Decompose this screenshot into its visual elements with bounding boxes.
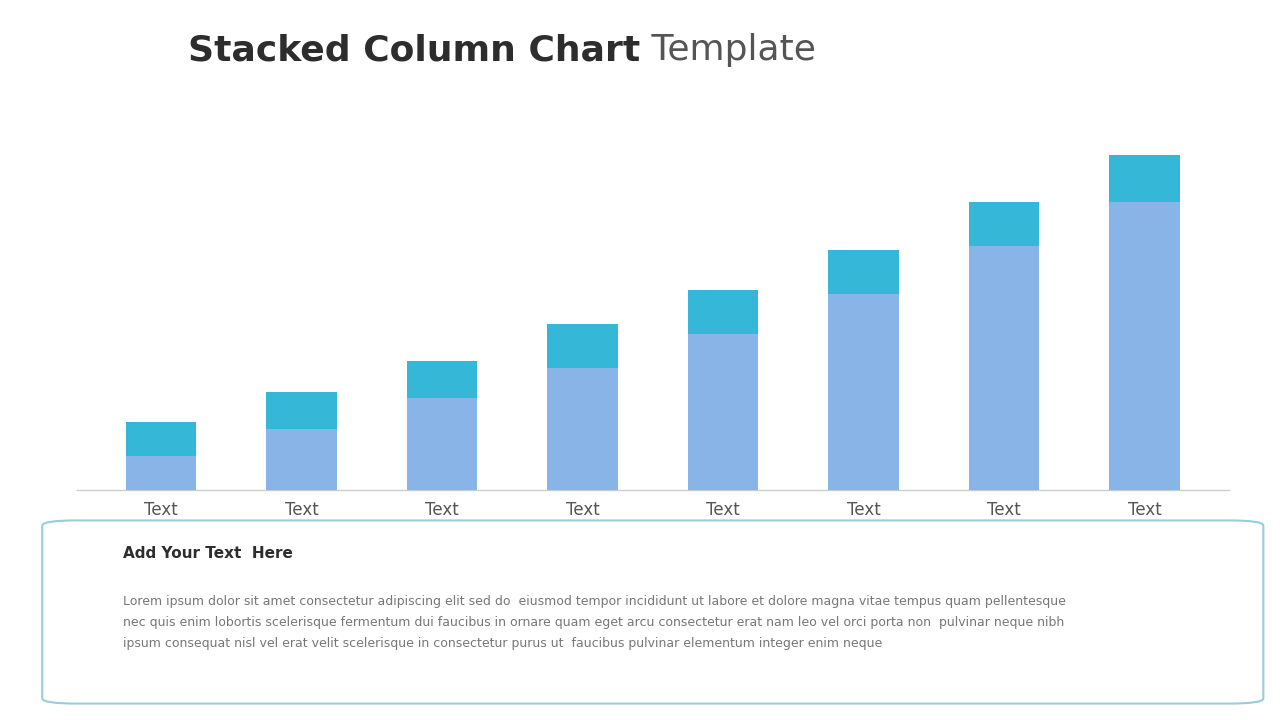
Bar	[969, 246, 1039, 490]
Bar	[687, 290, 758, 334]
Bar	[1110, 155, 1180, 202]
Bar	[407, 361, 477, 398]
Bar	[548, 368, 618, 490]
Text: Stacked Column Chart: Stacked Column Chart	[188, 33, 640, 68]
Text: Template: Template	[640, 33, 815, 68]
Bar	[125, 422, 196, 456]
Text: Lorem ipsum dolor sit amet consectetur adipiscing elit sed do  eiusmod tempor in: Lorem ipsum dolor sit amet consectetur a…	[123, 595, 1066, 649]
Bar	[125, 456, 196, 490]
Bar	[1110, 202, 1180, 490]
Bar	[407, 398, 477, 490]
Bar	[828, 250, 899, 294]
Bar	[266, 428, 337, 490]
Bar	[969, 202, 1039, 246]
Bar	[266, 392, 337, 428]
Bar	[548, 324, 618, 368]
Bar	[687, 334, 758, 490]
FancyBboxPatch shape	[42, 521, 1263, 703]
Bar	[828, 294, 899, 490]
Text: Add Your Text  Here: Add Your Text Here	[123, 546, 293, 562]
